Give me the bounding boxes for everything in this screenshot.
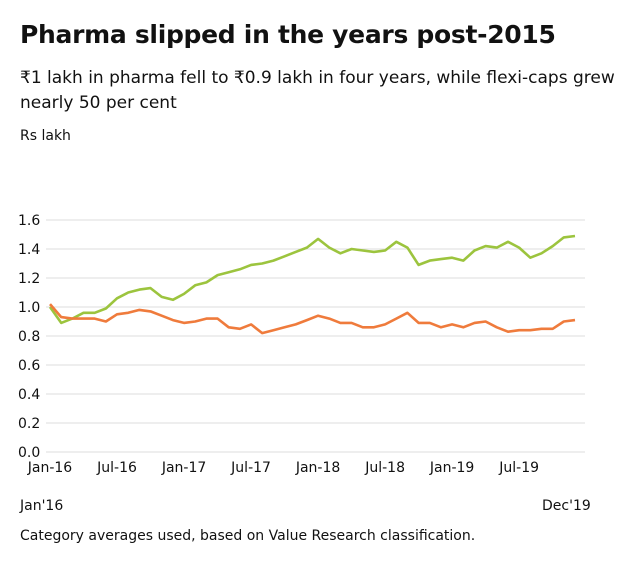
y-tick-label: 1.2 bbox=[18, 271, 40, 287]
x-tick-label: Jan-19 bbox=[429, 460, 474, 476]
y-tick-label: 0.0 bbox=[18, 445, 40, 461]
y-tick-label: 0.2 bbox=[18, 416, 40, 432]
chart-title: Pharma slipped in the years post-2015 bbox=[20, 20, 556, 49]
y-tick-label: 1.0 bbox=[18, 300, 40, 316]
x-tick-label: Jan-17 bbox=[161, 460, 206, 476]
x-tick-label: Jul-19 bbox=[498, 460, 539, 476]
x-tick-label: Jan-18 bbox=[295, 460, 340, 476]
x-tick-label: Jan-16 bbox=[27, 460, 73, 476]
range-start-label: Jan'16 bbox=[20, 498, 64, 514]
x-tick-label: Jul-18 bbox=[364, 460, 405, 476]
chart-subtitle: ₹1 lakh in pharma fell to ₹0.9 lakh in f… bbox=[20, 68, 615, 113]
footnote: Category averages used, based on Value R… bbox=[20, 528, 476, 544]
x-tick-label: Jul-17 bbox=[230, 460, 271, 476]
series-line-1 bbox=[48, 234, 576, 325]
y-tick-label: 0.6 bbox=[18, 358, 40, 374]
x-tick-label: Jul-16 bbox=[96, 460, 137, 476]
range-end-label: Dec'19 bbox=[542, 498, 591, 514]
y-tick-label: 1.4 bbox=[18, 242, 40, 258]
y-tick-label: 0.8 bbox=[18, 329, 40, 345]
y-axis-unit-label: Rs lakh bbox=[20, 128, 71, 144]
y-tick-label: 0.4 bbox=[18, 387, 40, 403]
series-line-2 bbox=[49, 303, 576, 335]
y-tick-label: 1.6 bbox=[18, 213, 40, 229]
